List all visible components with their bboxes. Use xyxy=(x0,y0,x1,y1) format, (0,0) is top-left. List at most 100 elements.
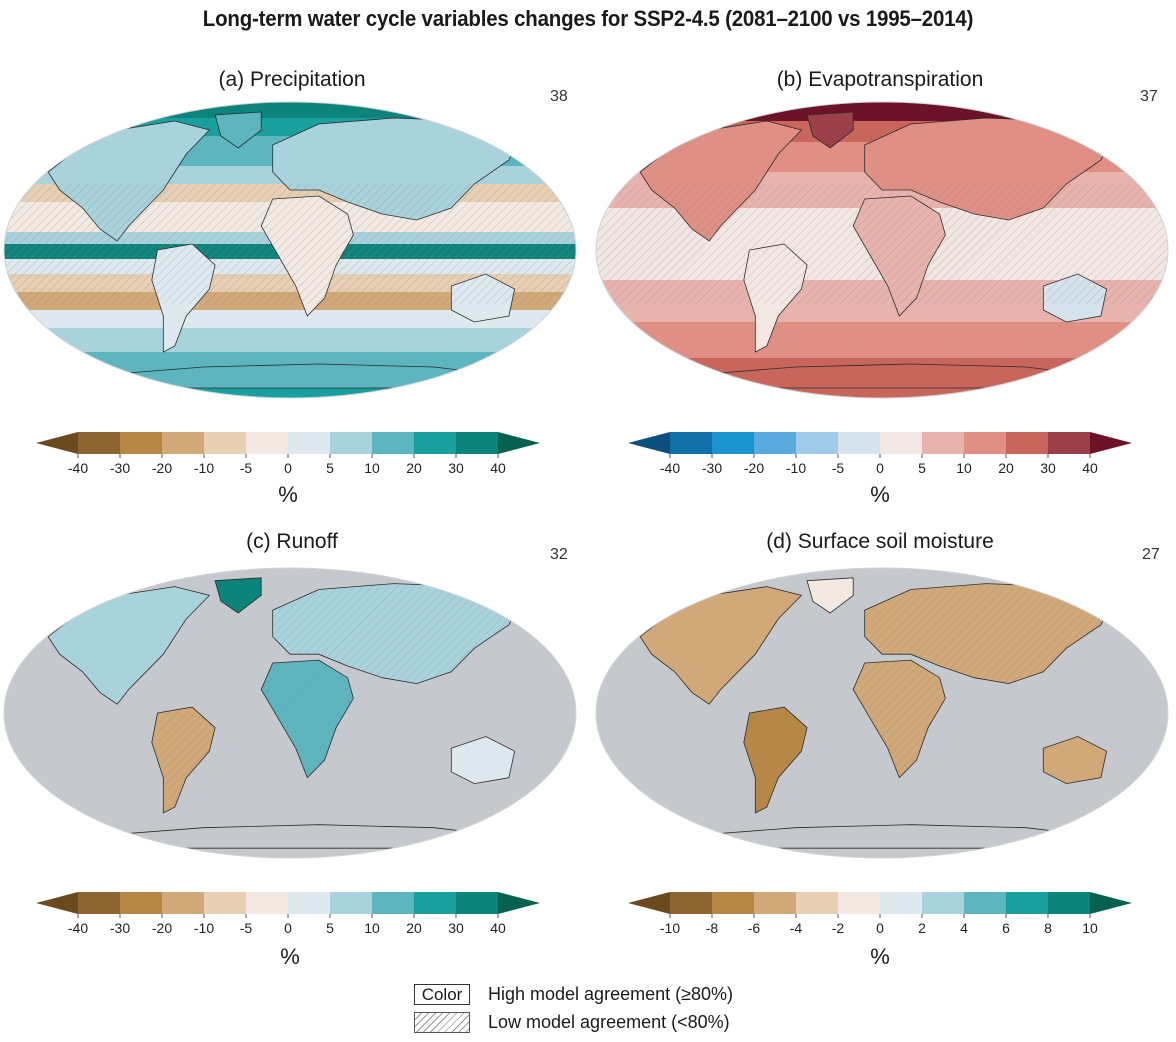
colorbar-segment xyxy=(372,892,414,914)
colorbar-segment xyxy=(372,432,414,454)
colorbar-tick-label: -30 xyxy=(702,460,722,476)
colorbar-tick-label: 10 xyxy=(1082,920,1098,936)
colorbar-segment xyxy=(754,432,796,454)
colorbar-tick-label: 30 xyxy=(448,920,464,936)
colorbar-segment xyxy=(880,432,922,454)
map-outline xyxy=(3,567,577,859)
colorbar-tick-label: 0 xyxy=(284,920,292,936)
low-agreement-hatch xyxy=(864,583,1113,684)
continent-australia xyxy=(1042,736,1108,785)
colorbar-segment xyxy=(796,892,838,914)
colorbar-segment xyxy=(838,432,880,454)
colorbar-arrow-high xyxy=(498,432,540,454)
colorbar-segment xyxy=(288,432,330,454)
low-agreement-hatch xyxy=(743,707,808,813)
map-band xyxy=(596,322,1168,359)
continent-greenland xyxy=(806,111,854,149)
colorbar-segment xyxy=(204,432,246,454)
model-count-runoff: 32 xyxy=(550,546,568,563)
colorbar-segment xyxy=(246,892,288,914)
continent-greenland xyxy=(214,577,262,614)
colorbar-segment xyxy=(330,432,372,454)
colorbar-segment xyxy=(120,892,162,914)
colorbar-segment xyxy=(414,432,456,454)
colorbar-segment xyxy=(964,892,1006,914)
colorbar-segment xyxy=(922,892,964,914)
colorbar-segment xyxy=(880,892,922,914)
colorbar-tick-label: 10 xyxy=(364,460,380,476)
colorbar-tick-label: 30 xyxy=(1040,460,1056,476)
colorbar-arrow-high xyxy=(1090,432,1132,454)
colorbar-tick-label: 8 xyxy=(1044,920,1052,936)
colorbar-tick-label: 6 xyxy=(1002,920,1010,936)
colorbar-segment xyxy=(1006,432,1048,454)
map-outline xyxy=(595,567,1169,859)
legend-hatch-swatch xyxy=(414,1012,470,1033)
panel-title-precipitation: (a) Precipitation xyxy=(218,68,366,91)
map-band xyxy=(4,102,576,119)
colorbar-tick-label: -6 xyxy=(748,920,761,936)
colorbar-tick-label: 5 xyxy=(326,920,334,936)
colorbar-tick-label: 5 xyxy=(918,460,926,476)
evapotranspiration-unit: % xyxy=(870,482,890,507)
colorbar-tick-label: -10 xyxy=(194,920,214,936)
colorbar-segment xyxy=(456,432,498,454)
colorbar-tick-label: 40 xyxy=(490,460,506,476)
colorbar-tick-label: 10 xyxy=(956,460,972,476)
colorbar-tick-label: 30 xyxy=(448,460,464,476)
colorbar-segment xyxy=(1048,892,1090,914)
low-agreement-hatch xyxy=(261,660,354,778)
precipitation-map xyxy=(3,101,577,399)
colorbar-segment xyxy=(964,432,1006,454)
colorbar-tick-label: -40 xyxy=(68,460,88,476)
colorbar-arrow-low xyxy=(36,892,78,914)
colorbar-tick-label: 4 xyxy=(960,920,968,936)
panel-title-evapotranspiration: (b) Evapotranspiration xyxy=(776,68,984,91)
low-agreement-hatch xyxy=(151,707,216,813)
colorbar-tick-label: -20 xyxy=(744,460,764,476)
colorbar-segment xyxy=(246,432,288,454)
colorbar-tick-label: 2 xyxy=(918,920,926,936)
continent-greenland xyxy=(806,577,854,614)
colorbar-segment xyxy=(204,892,246,914)
colorbar-tick-label: 40 xyxy=(1082,460,1098,476)
colorbar-tick-label: 0 xyxy=(876,920,884,936)
colorbar-segment xyxy=(78,892,120,914)
colorbar-segment xyxy=(288,892,330,914)
colorbar-tick-label: -4 xyxy=(790,920,803,936)
model-count-precipitation: 38 xyxy=(550,88,568,105)
colorbar-tick-label: -8 xyxy=(706,920,719,936)
colorbar-tick-label: -10 xyxy=(194,460,214,476)
colorbar-tick-label: 20 xyxy=(998,460,1014,476)
soil-moisture-colorbar: -10 -8 -6 -4 -2 0 2 4 6 8 10 xyxy=(628,892,1132,936)
colorbar-tick-label: -40 xyxy=(68,920,88,936)
continent-northAmerica xyxy=(47,586,211,705)
colorbar-tick-label: 0 xyxy=(876,460,884,476)
precipitation-unit: % xyxy=(278,482,298,507)
colorbar-segment xyxy=(330,892,372,914)
map-band xyxy=(4,328,576,353)
colorbar-segment xyxy=(670,892,712,914)
figure-title: Long-term water cycle variables changes … xyxy=(202,6,974,31)
map-band xyxy=(4,352,576,371)
colorbar-tick-label: -30 xyxy=(110,460,130,476)
panel-title-runoff: (c) Runoff xyxy=(246,530,338,553)
continent-greenland xyxy=(214,111,262,149)
colorbar-tick-label: -2 xyxy=(832,920,845,936)
colorbar-segment xyxy=(754,892,796,914)
soil-moisture-map xyxy=(595,567,1169,859)
colorbar-segment xyxy=(162,432,204,454)
colorbar-tick-label: -40 xyxy=(660,460,680,476)
colorbar-segment xyxy=(838,892,880,914)
low-agreement-hatch xyxy=(596,184,1168,304)
runoff-unit: % xyxy=(280,944,300,969)
low-agreement-hatch xyxy=(4,184,576,304)
colorbar-segment xyxy=(162,892,204,914)
colorbar-tick-label: 5 xyxy=(326,460,334,476)
map-band xyxy=(596,102,1168,122)
colorbar-segment xyxy=(712,432,754,454)
colorbar-segment xyxy=(120,432,162,454)
colorbar-arrow-high xyxy=(1090,892,1132,914)
soil-moisture-unit: % xyxy=(870,944,890,969)
colorbar-segment xyxy=(414,892,456,914)
